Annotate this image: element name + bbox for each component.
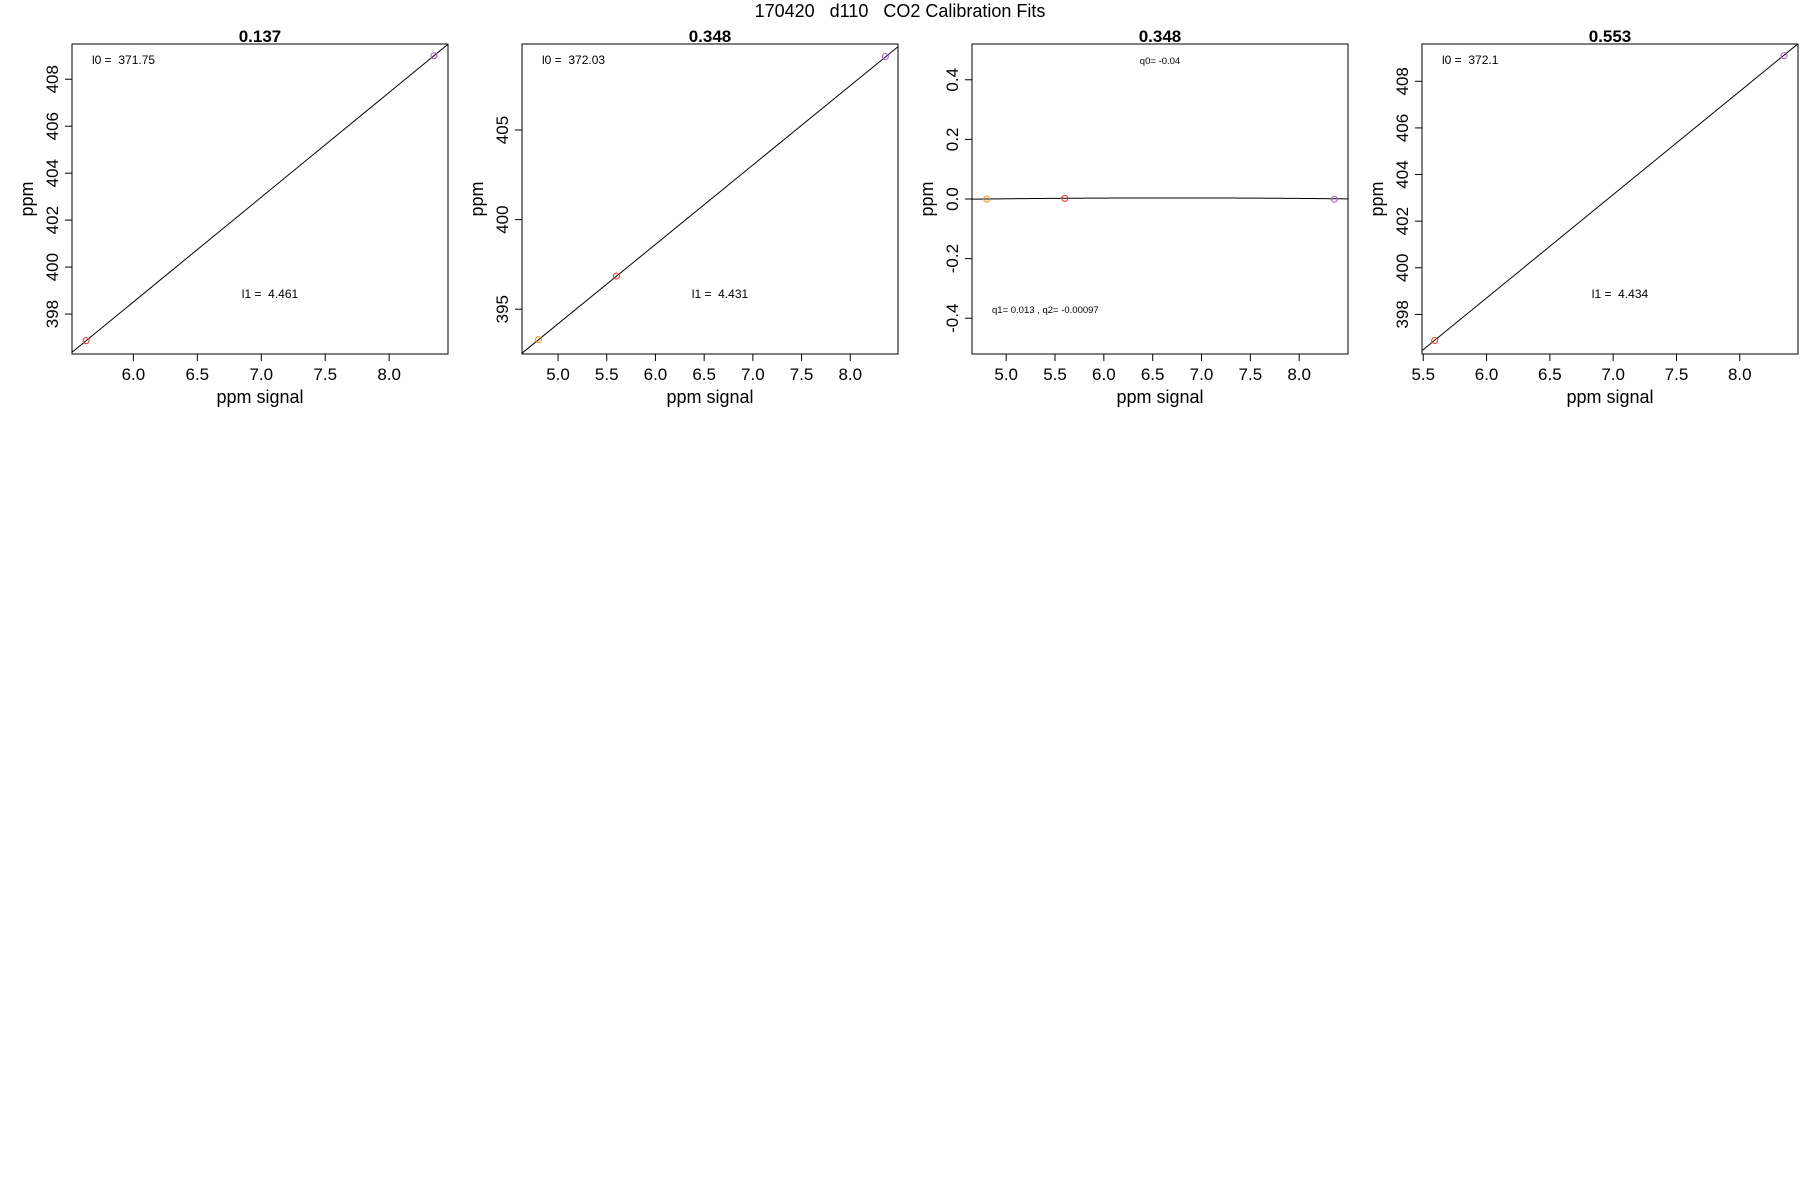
x-tick-label: 7.0	[741, 365, 765, 384]
y-axis-label: ppm	[17, 181, 37, 216]
panel-title: 0.348	[1139, 27, 1182, 46]
fit-group	[972, 197, 1348, 200]
data-point	[1330, 195, 1338, 203]
y-tick-label: 404	[1393, 160, 1412, 188]
y-tick-label: 408	[43, 65, 62, 93]
x-tick-label: 6.5	[1538, 365, 1562, 384]
x-tick-label: 8.0	[838, 365, 862, 384]
y-tick-label: 408	[1393, 67, 1412, 95]
fit-annotation: q0= -0.04	[1140, 56, 1180, 67]
x-axis-label: ppm signal	[216, 387, 303, 407]
x-tick-label: 7.0	[1601, 365, 1625, 384]
y-tick-label: -0.4	[943, 304, 962, 333]
y-tick-label: 400	[1393, 254, 1412, 282]
fit-group	[72, 44, 448, 353]
x-tick-label: 5.5	[1043, 365, 1067, 384]
data-point	[612, 272, 620, 280]
y-tick-label: 398	[1393, 300, 1412, 328]
panel-title: 0.137	[239, 27, 282, 46]
y-tick-label: 402	[1393, 207, 1412, 235]
x-tick-label: 8.0	[1728, 365, 1752, 384]
x-axis-label: ppm signal	[1566, 387, 1653, 407]
fit-group	[522, 46, 898, 354]
y-tick-label: 404	[43, 159, 62, 187]
x-tick-label: 7.5	[1239, 365, 1263, 384]
x-tick-label: 5.0	[994, 365, 1018, 384]
x-tick-label: 7.5	[313, 365, 337, 384]
y-tick-label: 406	[1393, 114, 1412, 142]
x-tick-label: 6.0	[1092, 365, 1116, 384]
y-axis-label: ppm	[467, 181, 487, 216]
x-tick-label: 6.5	[692, 365, 716, 384]
fit-curve	[972, 197, 1348, 200]
y-axis-label: ppm	[917, 181, 937, 216]
x-tick-label: 7.0	[1190, 365, 1214, 384]
panel-title: 0.348	[689, 27, 732, 46]
data-point	[535, 336, 543, 344]
y-tick-label: 0.2	[943, 128, 962, 152]
x-axis-label: ppm signal	[666, 387, 753, 407]
x-tick-label: 6.0	[122, 365, 146, 384]
x-tick-label: 6.0	[644, 365, 668, 384]
y-tick-label: 0.0	[943, 187, 962, 211]
y-axis-label: ppm	[1367, 181, 1387, 216]
figure-title: 170420 d110 CO2 Calibration Fits	[754, 1, 1046, 21]
fit-line	[522, 46, 898, 354]
y-tick-label: 400	[43, 253, 62, 281]
x-tick-label: 8.0	[1287, 365, 1311, 384]
fit-annotation: q1= 0.013 , q2= -0.00097	[992, 305, 1099, 316]
fit-annotation: l1 = 4.431	[692, 287, 749, 301]
fit-line	[72, 44, 448, 353]
plot-frame	[521, 43, 899, 355]
y-tick-label: 405	[493, 116, 512, 144]
data-point	[430, 52, 438, 60]
plot-frame	[1421, 43, 1799, 355]
y-tick-label: 402	[43, 206, 62, 234]
y-tick-label: 398	[43, 300, 62, 328]
data-point	[983, 195, 991, 203]
fit-annotation: l0 = 372.03	[542, 53, 605, 67]
x-tick-label: 7.5	[1665, 365, 1689, 384]
y-tick-label: 0.4	[943, 68, 962, 92]
y-tick-label: 395	[493, 295, 512, 323]
y-tick-label: 400	[493, 205, 512, 233]
data-point	[1780, 52, 1788, 60]
x-tick-label: 5.5	[595, 365, 619, 384]
x-tick-label: 6.5	[186, 365, 210, 384]
calibration-panel-4: 0.553 5.5 6.0 6.5 7.0 7.5 8.0 398 400 402 404 406 40…	[1367, 27, 1799, 407]
data-point	[881, 53, 889, 61]
panel-title: 0.553	[1589, 27, 1632, 46]
x-tick-label: 5.0	[546, 365, 570, 384]
data-point	[1061, 194, 1069, 202]
data-point	[82, 337, 90, 345]
fit-annotation: l1 = 4.434	[1592, 287, 1649, 301]
fit-annotation: l1 = 4.461	[242, 287, 299, 301]
y-tick-label: 406	[43, 112, 62, 140]
plot-frame	[71, 43, 449, 355]
calibration-panel-1: 0.137 6.0 6.5 7.0 7.5 8.0 398 400 402 404 406 408 pp…	[17, 27, 449, 407]
x-axis-label: ppm signal	[1116, 387, 1203, 407]
x-tick-label: 6.5	[1141, 365, 1165, 384]
fit-line	[1422, 44, 1798, 352]
fit-group	[1422, 44, 1798, 352]
x-tick-label: 6.0	[1475, 365, 1499, 384]
fit-annotation: l0 = 372.1	[1442, 53, 1499, 67]
fit-annotation: l0 = 371.75	[92, 53, 155, 67]
calibration-panel-2: 0.348 5.0 5.5 6.0 6.5 7.0 7.5 8.0 395 400 405 ppm s…	[467, 27, 899, 407]
x-tick-label: 5.5	[1411, 365, 1435, 384]
y-tick-label: -0.2	[943, 244, 962, 273]
x-tick-label: 7.0	[249, 365, 273, 384]
data-point	[1431, 336, 1439, 344]
x-tick-label: 8.0	[377, 365, 401, 384]
x-tick-label: 7.5	[790, 365, 814, 384]
calibration-panel-3: 0.348 5.0 5.5 6.0 6.5 7.0 7.5 8.0 -0.4 -0.2 0.0 0.2…	[917, 27, 1349, 407]
